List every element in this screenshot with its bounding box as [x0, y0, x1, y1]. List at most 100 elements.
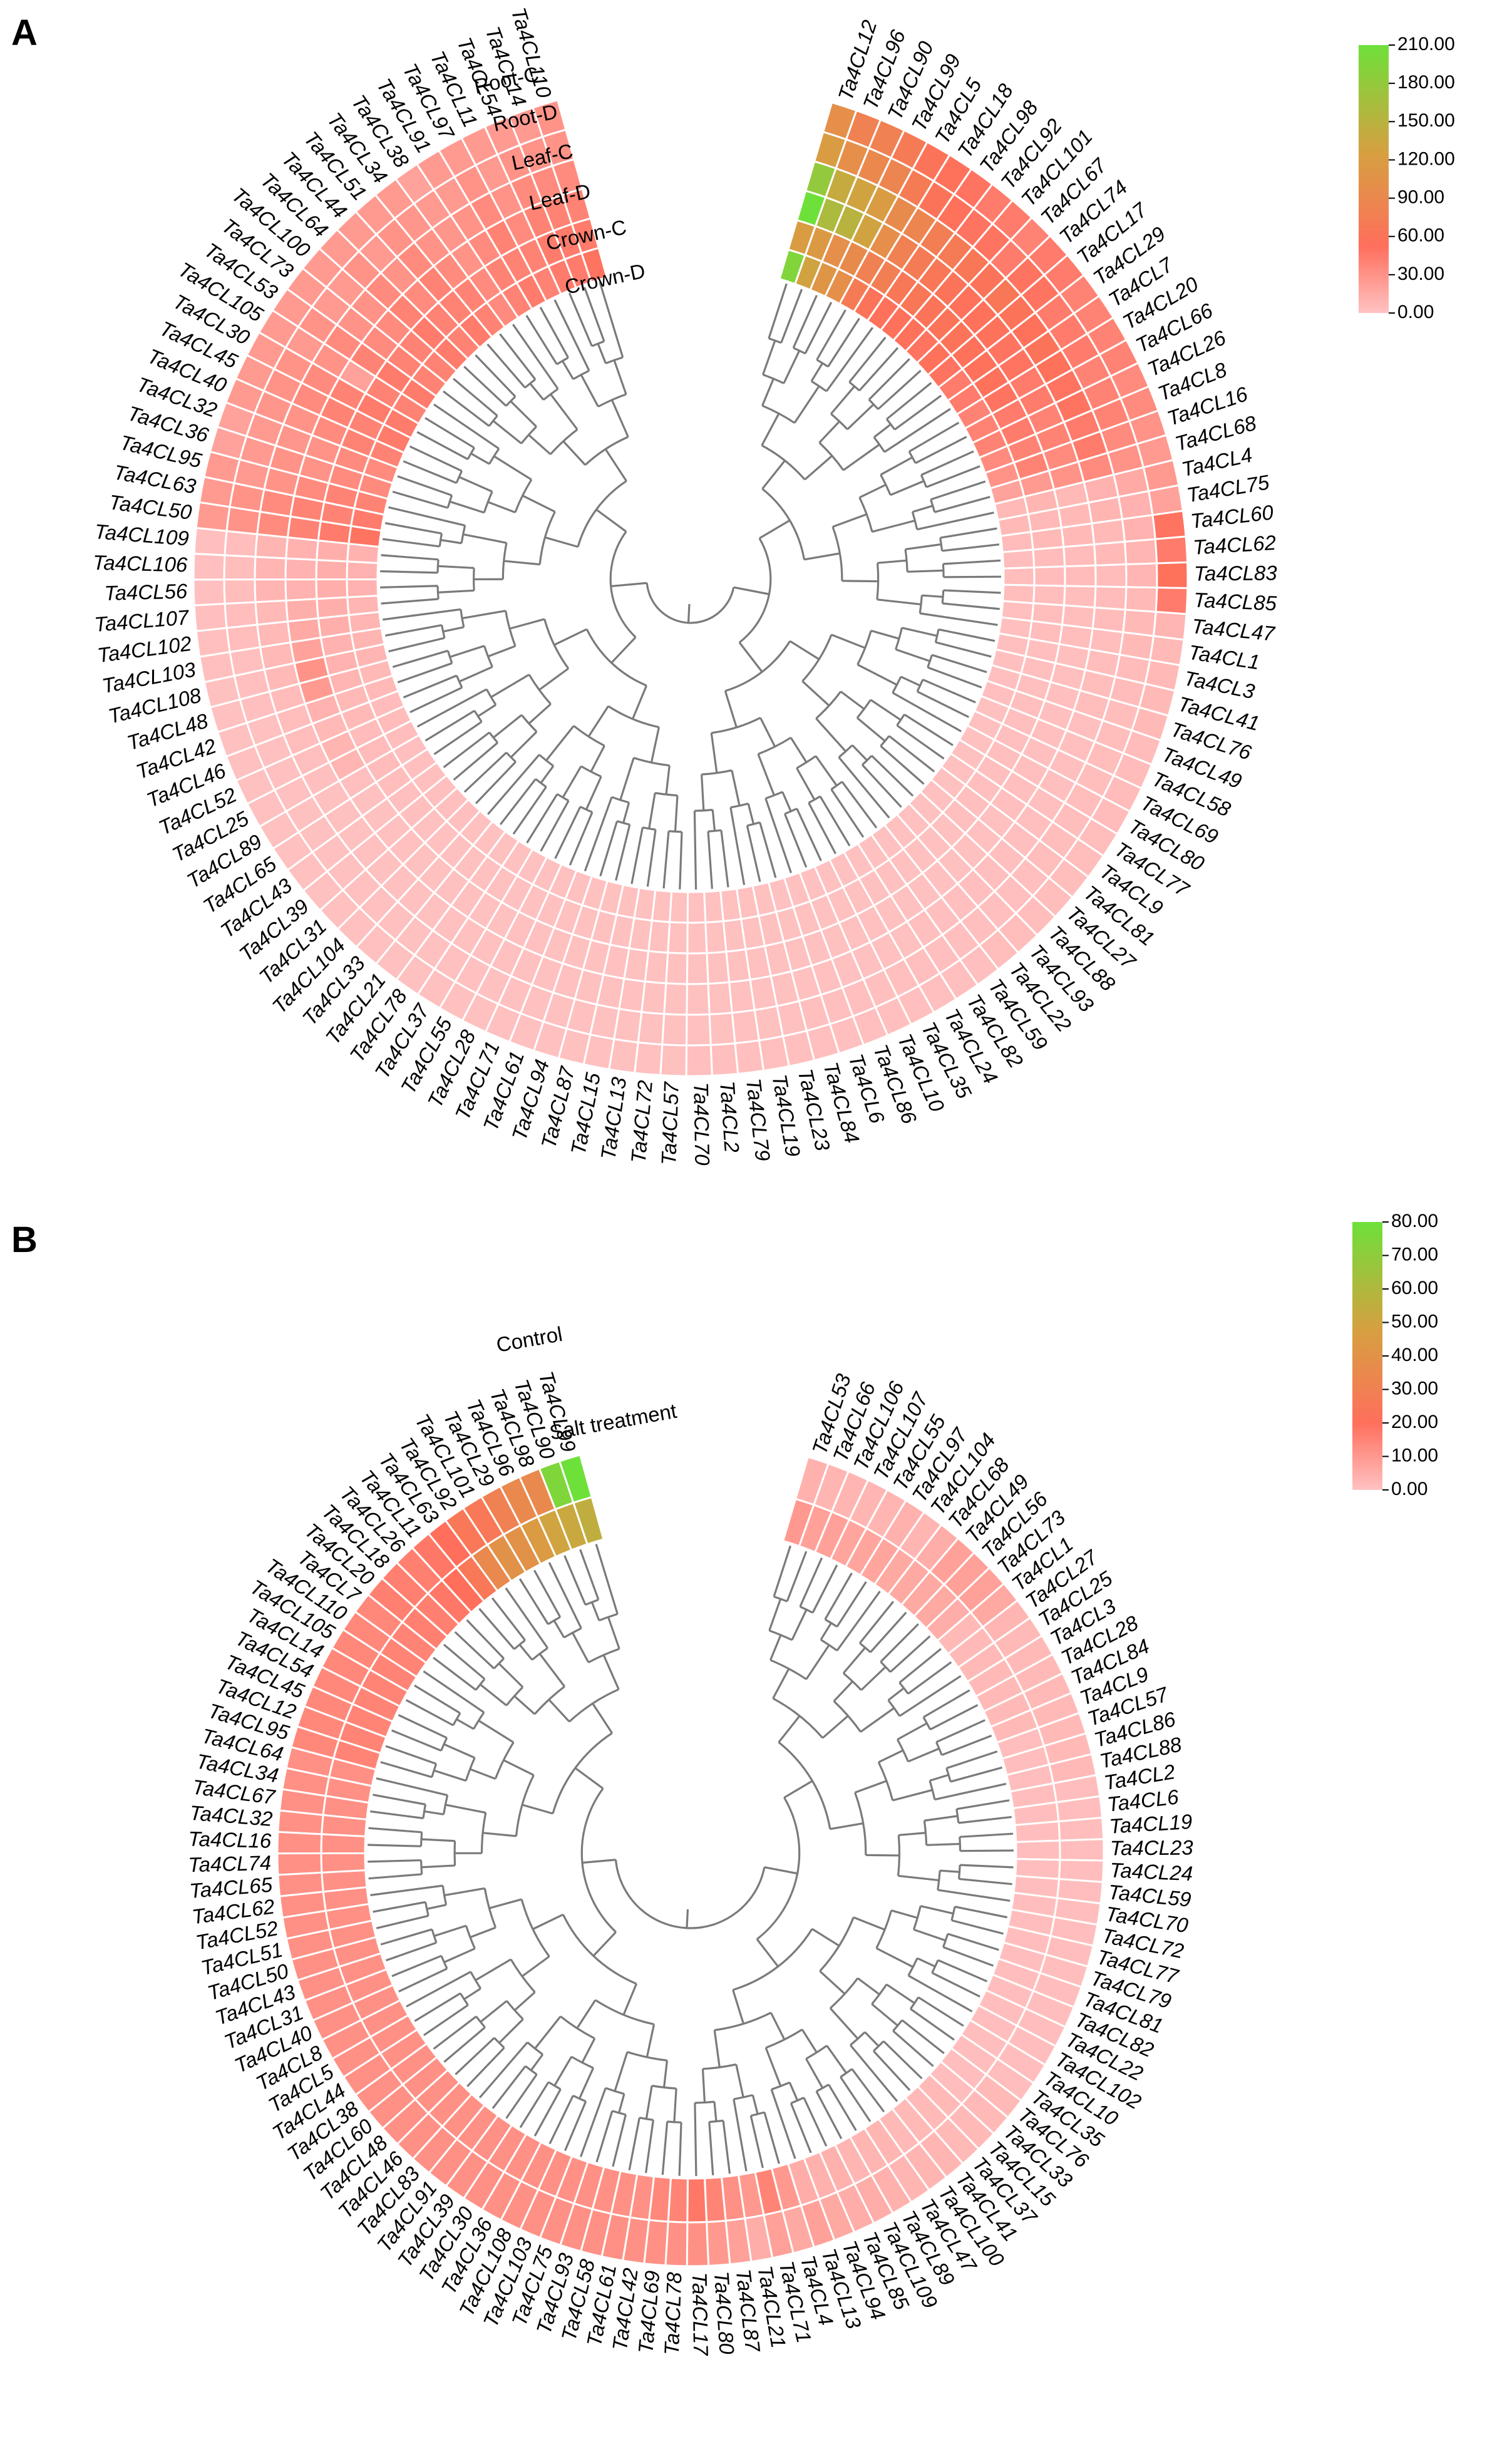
tree-branch	[385, 1745, 437, 1765]
tree-branch	[509, 618, 545, 630]
tree-branch	[901, 2019, 945, 2055]
tree-branch	[951, 1919, 1004, 1935]
tree-branch	[673, 2088, 677, 2122]
tree-arc	[768, 337, 782, 344]
tree-branch	[443, 390, 490, 427]
heatmap-cell	[193, 526, 228, 557]
tree-branch	[529, 382, 545, 401]
tree-arc	[868, 399, 879, 410]
tree-branch	[540, 800, 570, 852]
tree-branch	[433, 1924, 466, 1938]
tree-branch	[731, 770, 741, 806]
tree-branch	[612, 2114, 627, 2167]
tree-branch	[444, 1887, 485, 1897]
tree-branch	[453, 742, 498, 781]
tree-arc	[419, 1860, 423, 1875]
tree-branch	[873, 2050, 911, 2092]
tree-arc	[505, 610, 517, 647]
tree-arc	[431, 1763, 438, 1778]
tree-branch	[759, 519, 791, 540]
tree-arc	[765, 791, 783, 799]
heatmap-cell	[667, 921, 689, 955]
tree-arc	[939, 537, 944, 552]
tree-arc	[761, 488, 805, 560]
tree-branch	[935, 641, 992, 658]
tree-arc	[730, 803, 749, 809]
tree-arc	[769, 1630, 793, 1641]
gene-label: Ta4CL79	[742, 1077, 775, 1163]
tree-branch	[373, 1901, 426, 1913]
tree-branch	[610, 399, 629, 438]
tree-arc	[443, 1795, 449, 1815]
tree-branch	[841, 580, 878, 583]
tree-branch	[463, 1988, 481, 2000]
tree-branch	[610, 582, 647, 588]
heatmap-cell	[254, 555, 287, 581]
tree-branch	[831, 634, 866, 649]
gene-label: Ta4CL56	[104, 579, 188, 605]
tree-branch	[618, 2093, 625, 2113]
tree-arc	[942, 1933, 949, 1948]
tree-branch	[562, 440, 586, 466]
tree-branch	[384, 624, 442, 637]
tree-arc	[642, 826, 656, 831]
tree-arc	[857, 630, 872, 665]
tree-branch	[602, 1655, 620, 1690]
tree-branch	[756, 1938, 779, 1968]
tree-branch	[907, 1661, 952, 1695]
tree-branch	[522, 1804, 553, 1815]
tree-branch	[843, 443, 880, 471]
tree-branch	[791, 1609, 808, 1641]
tree-branch	[645, 2085, 653, 2120]
tree-arc	[535, 778, 547, 788]
tree-branch	[405, 1699, 454, 1727]
tree-branch	[878, 1749, 904, 1763]
tree-branch	[463, 533, 507, 544]
tree-branch	[486, 343, 526, 389]
tree-arc	[927, 654, 934, 668]
heatmap-cell	[1152, 610, 1188, 641]
tree-arc	[758, 736, 791, 756]
tree-branch	[607, 1616, 620, 1650]
tree-arc	[431, 1929, 438, 1943]
tree-branch	[960, 1864, 1014, 1869]
tree-branch	[505, 1587, 548, 1649]
tree-branch	[370, 1884, 443, 1896]
heatmap-cell	[686, 952, 709, 985]
tree-branch	[423, 1670, 485, 1713]
tree-arc	[694, 2100, 715, 2104]
tree-branch	[796, 808, 822, 861]
tree-branch	[388, 637, 445, 653]
tree-arc	[577, 480, 627, 547]
tree-branch	[438, 565, 475, 569]
tree-arc	[920, 475, 927, 488]
tree-branch	[368, 1859, 421, 1863]
tree-branch	[491, 2065, 527, 2109]
tree-branch	[832, 513, 867, 528]
gene-label: Ta4CL24	[1109, 1858, 1193, 1885]
tree-branch	[824, 1573, 853, 1620]
tree-branch	[461, 610, 506, 620]
heatmap-cell	[320, 1852, 367, 1874]
tree-branch	[873, 423, 892, 438]
tree-branch	[751, 2095, 759, 2115]
tree-branch	[830, 1822, 863, 1830]
tree-arc	[493, 2037, 505, 2049]
tree-branch	[674, 795, 679, 832]
gene-label: Ta4CL70	[689, 1082, 714, 1166]
heatmap-cell	[669, 890, 689, 924]
tree-arc	[871, 1984, 888, 2005]
tree-branch	[475, 1958, 512, 1981]
heatmap-cell	[346, 594, 381, 617]
heatmap-cell	[1002, 566, 1036, 587]
tree-arc	[793, 347, 806, 355]
tree-arc	[483, 491, 493, 513]
tree-branch	[519, 2082, 550, 2128]
tree-branch	[590, 1601, 600, 1621]
tree-arc	[470, 1971, 481, 1989]
tree-arc	[465, 1925, 476, 1949]
tree-arc	[493, 1658, 505, 1670]
tree-branch	[538, 1653, 565, 1688]
tree-arc	[934, 629, 940, 643]
tree-branch	[397, 662, 453, 684]
